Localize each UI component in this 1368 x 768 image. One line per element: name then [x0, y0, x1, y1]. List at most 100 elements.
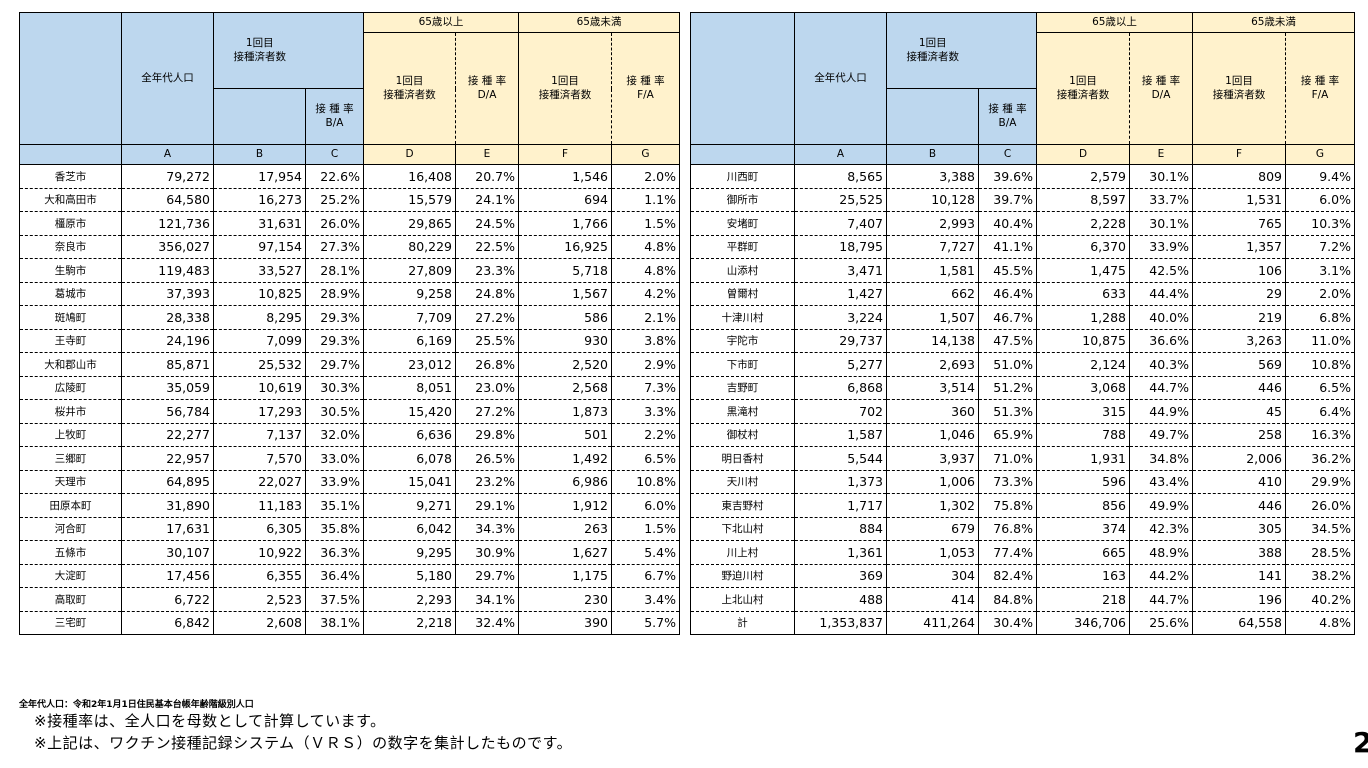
- value-cell-f: 1,567: [518, 282, 612, 306]
- table-row: 奈良市 356,027 97,154 27.3% 80,229 22.5% 16,925 4.…: [19, 235, 680, 259]
- value-cell-g: 7.3%: [611, 376, 680, 400]
- value-cell-c: 29.3%: [305, 329, 364, 353]
- value-cell-b: 2,523: [213, 587, 306, 612]
- value-cell-a: 488: [794, 587, 887, 612]
- value-cell-e: 44.4%: [1129, 282, 1193, 306]
- value-cell-b: 662: [886, 282, 979, 306]
- table-row: 御所市 25,525 10,128 39.7% 8,597 33.7% 1,531 6.0%: [690, 188, 1355, 212]
- municipality-cell: 川西町: [690, 164, 795, 189]
- value-cell-c: 71.0%: [978, 446, 1037, 471]
- value-cell-b: 97,154: [213, 235, 306, 259]
- value-cell-a: 121,736: [121, 211, 214, 236]
- value-cell-f: 16,925: [518, 235, 612, 259]
- value-cell-f: 29: [1192, 282, 1286, 306]
- value-cell-f: 1,873: [518, 399, 612, 424]
- value-cell-e: 27.2%: [455, 305, 519, 330]
- value-cell-e: 40.0%: [1129, 305, 1193, 330]
- header-letter: B: [886, 144, 979, 165]
- value-cell-g: 26.0%: [1285, 493, 1355, 518]
- value-cell-d: 665: [1036, 540, 1130, 565]
- value-cell-b: 2,993: [886, 211, 979, 236]
- header-under65-rate: 接 種 率 F/A: [1285, 32, 1355, 145]
- value-cell-f: 219: [1192, 305, 1286, 330]
- value-cell-f: 196: [1192, 587, 1286, 612]
- value-cell-f: 45: [1192, 399, 1286, 424]
- value-cell-f: 2,006: [1192, 446, 1286, 471]
- value-cell-d: 1,475: [1036, 258, 1130, 283]
- value-cell-g: 1.5%: [611, 517, 680, 541]
- value-cell-b: 1,006: [886, 470, 979, 494]
- value-cell-e: 44.9%: [1129, 399, 1193, 424]
- table-row: 広陵町 35,059 10,619 30.3% 8,051 23.0% 2,568 7.3%: [19, 376, 680, 400]
- value-cell-c: 28.9%: [305, 282, 364, 306]
- value-cell-d: 163: [1036, 564, 1130, 588]
- header-letter: A: [121, 144, 214, 165]
- value-cell-c: 51.2%: [978, 376, 1037, 400]
- municipality-cell: 御所市: [690, 188, 795, 212]
- value-cell-e: 34.1%: [455, 587, 519, 612]
- table-row: 東吉野村 1,717 1,302 75.8% 856 49.9% 446 26.0%: [690, 493, 1355, 518]
- value-cell-e: 44.7%: [1129, 376, 1193, 400]
- value-cell-c: 82.4%: [978, 564, 1037, 588]
- municipality-cell: 三宅町: [19, 611, 122, 635]
- municipality-cell: 天川村: [690, 470, 795, 494]
- value-cell-c: 35.8%: [305, 517, 364, 541]
- municipality-cell: 十津川村: [690, 305, 795, 330]
- vaccination-table-right: 全年代人口 1回目 接種済者数 65歳以上 65歳未満 1回目 接種済者数 接 種 …: [690, 12, 1355, 635]
- value-cell-a: 8,565: [794, 164, 887, 189]
- value-cell-e: 24.8%: [455, 282, 519, 306]
- municipality-cell: 上牧町: [19, 423, 122, 447]
- value-cell-a: 702: [794, 399, 887, 424]
- value-cell-c: 30.3%: [305, 376, 364, 400]
- value-cell-a: 18,795: [794, 235, 887, 259]
- value-cell-c: 46.7%: [978, 305, 1037, 330]
- value-cell-e: 29.1%: [455, 493, 519, 518]
- value-cell-a: 6,722: [121, 587, 214, 612]
- value-cell-d: 2,579: [1036, 164, 1130, 189]
- value-cell-c: 36.4%: [305, 564, 364, 588]
- value-cell-b: 7,137: [213, 423, 306, 447]
- value-cell-a: 1,717: [794, 493, 887, 518]
- value-cell-b: 3,388: [886, 164, 979, 189]
- value-cell-a: 25,525: [794, 188, 887, 212]
- table-row: 宇陀市 29,737 14,138 47.5% 10,875 36.6% 3,263 11.0…: [690, 329, 1355, 353]
- value-cell-e: 49.7%: [1129, 423, 1193, 447]
- value-cell-d: 346,706: [1036, 611, 1130, 635]
- table-row: 生駒市 119,483 33,527 28.1% 27,809 23.3% 5,718 4.8…: [19, 258, 680, 283]
- header-population: 全年代人口: [794, 12, 887, 145]
- value-cell-a: 6,868: [794, 376, 887, 400]
- header-letter: F: [1192, 144, 1286, 165]
- municipality-cell: 安堵町: [690, 211, 795, 236]
- value-cell-c: 75.8%: [978, 493, 1037, 518]
- table-row: 御杖村 1,587 1,046 65.9% 788 49.7% 258 16.3%: [690, 423, 1355, 447]
- value-cell-e: 22.5%: [455, 235, 519, 259]
- header-letter: E: [455, 144, 519, 165]
- table-row: 明日香村 5,544 3,937 71.0% 1,931 34.8% 2,006 36.2%: [690, 446, 1355, 471]
- table-row: 斑鳩町 28,338 8,295 29.3% 7,709 27.2% 586 2.1%: [19, 305, 680, 330]
- value-cell-a: 7,407: [794, 211, 887, 236]
- value-cell-a: 3,224: [794, 305, 887, 330]
- table-row: 田原本町 31,890 11,183 35.1% 9,271 29.1% 1,912 6.0%: [19, 493, 680, 518]
- value-cell-c: 40.4%: [978, 211, 1037, 236]
- value-cell-g: 2.9%: [611, 352, 680, 377]
- value-cell-d: 29,865: [363, 211, 456, 236]
- value-cell-e: 32.4%: [455, 611, 519, 635]
- value-cell-a: 5,544: [794, 446, 887, 471]
- municipality-cell: 橿原市: [19, 211, 122, 236]
- value-cell-d: 9,258: [363, 282, 456, 306]
- table-row: 大淀町 17,456 6,355 36.4% 5,180 29.7% 1,175 6.7%: [19, 564, 680, 588]
- value-cell-b: 7,570: [213, 446, 306, 471]
- value-cell-b: 1,581: [886, 258, 979, 283]
- value-cell-d: 23,012: [363, 352, 456, 377]
- value-cell-d: 218: [1036, 587, 1130, 612]
- value-cell-c: 25.2%: [305, 188, 364, 212]
- value-cell-c: 33.0%: [305, 446, 364, 471]
- value-cell-a: 31,890: [121, 493, 214, 518]
- table-row: 五條市 30,107 10,922 36.3% 9,295 30.9% 1,627 5.4%: [19, 540, 680, 565]
- municipality-cell: 田原本町: [19, 493, 122, 518]
- table-row: 川西町 8,565 3,388 39.6% 2,579 30.1% 809 9.4%: [690, 164, 1355, 189]
- value-cell-b: 304: [886, 564, 979, 588]
- value-cell-a: 37,393: [121, 282, 214, 306]
- value-cell-f: 586: [518, 305, 612, 330]
- value-cell-c: 39.7%: [978, 188, 1037, 212]
